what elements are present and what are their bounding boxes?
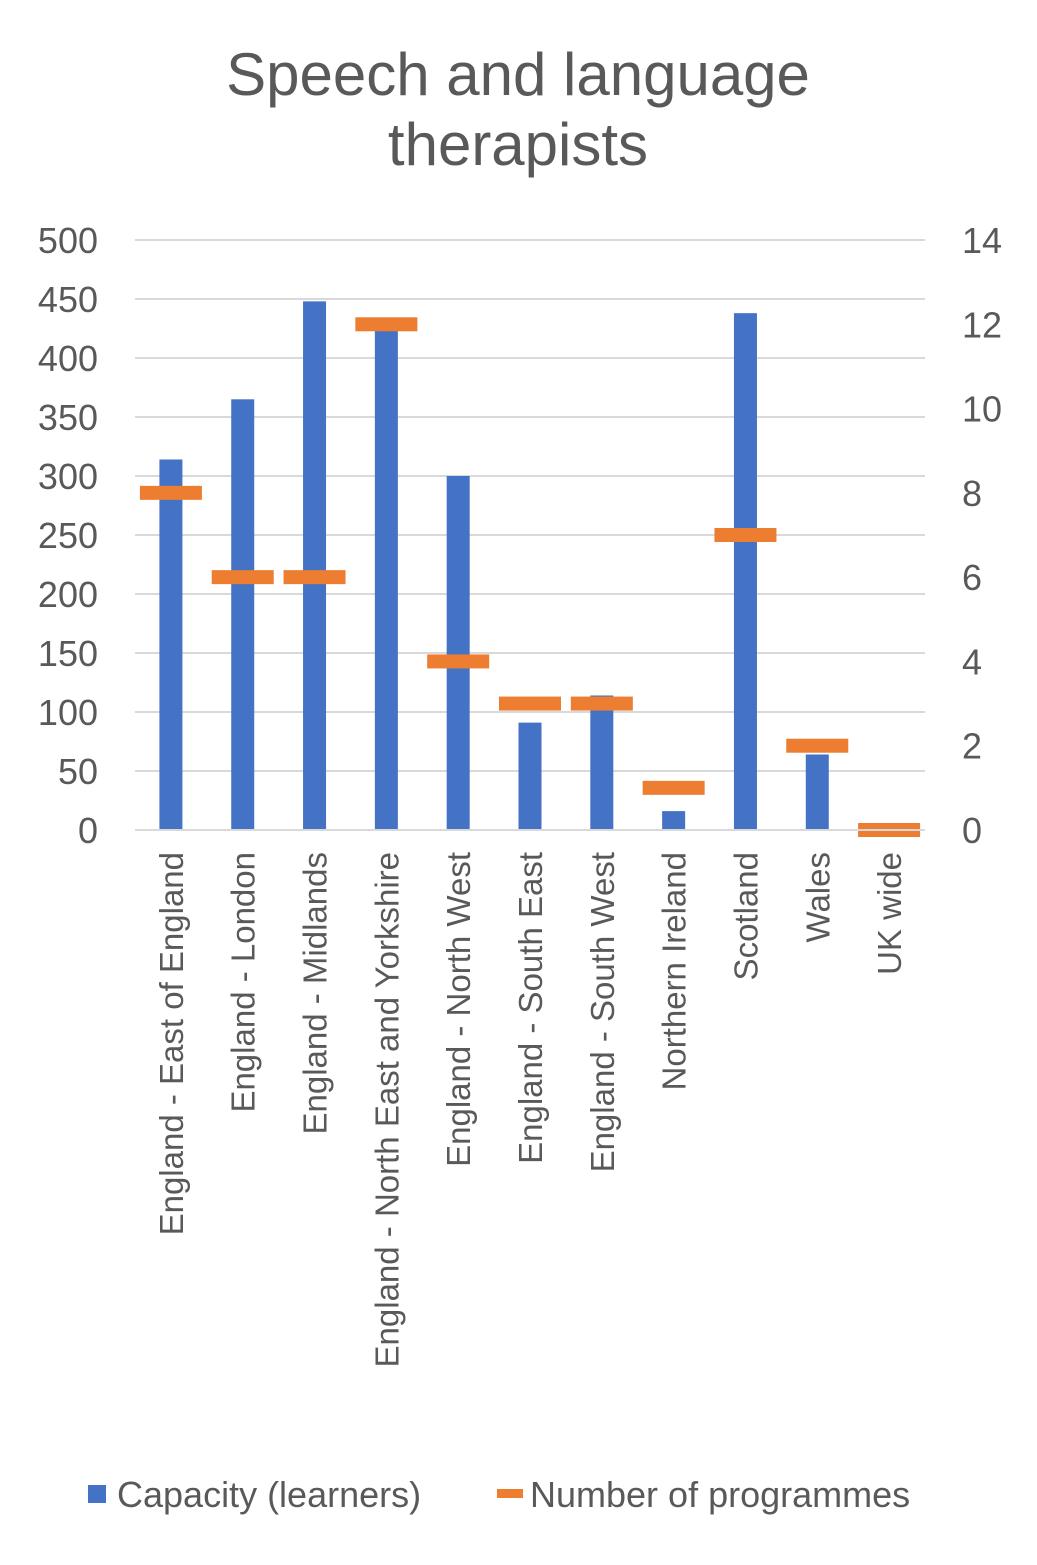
x-category-label: England - South West (584, 852, 621, 1172)
programme-marker-9 (714, 528, 777, 542)
x-category-label: Scotland (727, 852, 764, 980)
y-left-tick-label: 0 (78, 810, 98, 851)
y-right-tick-label: 2 (962, 726, 982, 767)
y-right-tick-label: 12 (962, 304, 1002, 345)
x-category-label: England - North East and Yorkshire (368, 852, 405, 1367)
programme-marker-3 (283, 570, 346, 585)
bar-9 (733, 313, 757, 830)
y-left-tick-label: 450 (38, 279, 98, 320)
y-right-tick-label: 0 (962, 810, 982, 851)
y-left-tick-label: 50 (58, 751, 98, 792)
bar-5 (446, 476, 470, 830)
y-left-tick-label: 100 (38, 692, 98, 733)
programme-marker-7 (570, 696, 633, 711)
x-category-label: UK wide (871, 852, 908, 975)
bar-7 (590, 695, 614, 830)
y-left-tick-label: 250 (38, 515, 98, 556)
y-right-tick-label: 8 (962, 473, 982, 514)
bar-3 (303, 301, 327, 830)
chart-title-line-2: therapists (388, 111, 648, 178)
bar-2 (231, 399, 255, 830)
bar-10 (805, 754, 829, 830)
legend-swatch-capacity (88, 1485, 106, 1503)
programme-marker-6 (499, 696, 561, 711)
bar-8 (662, 811, 686, 830)
x-category-label: England - South East (512, 852, 549, 1164)
legend: Capacity (learners) Number of programmes (88, 1474, 910, 1515)
x-category-label: England - East of England (153, 852, 190, 1235)
legend-label-capacity: Capacity (learners) (117, 1474, 421, 1515)
x-category-label: England - London (225, 852, 262, 1113)
gridlines (135, 239, 925, 831)
y-left-tick-label: 350 (38, 397, 98, 438)
bar-4 (374, 328, 398, 830)
programme-marker-2 (211, 570, 274, 585)
programme-marker-10 (786, 738, 849, 753)
programme-marker-1 (139, 485, 202, 500)
y-left-tick-label: 300 (38, 456, 98, 497)
axes: 0 50 100 150 200 250 300 350 400 450 500 0 2 4 6 8 10 12 1… (38, 220, 1002, 1367)
y-left-tick-label: 500 (38, 220, 98, 261)
y-right-tick-label: 14 (962, 220, 1002, 261)
bar-series (159, 301, 829, 830)
programme-marker-8 (642, 780, 705, 795)
x-category-label: Wales (799, 852, 836, 942)
bar-1 (159, 459, 183, 830)
y-left-tick-label: 150 (38, 633, 98, 674)
y-right-tick-label: 10 (962, 389, 1002, 430)
marker-series (139, 317, 921, 837)
bar-6 (518, 722, 542, 830)
y-right-tick-label: 6 (962, 557, 982, 598)
programme-marker-5 (427, 654, 490, 669)
legend-swatch-programmes (497, 1489, 523, 1498)
x-category-label: England - Midlands (297, 852, 334, 1135)
y-left-tick-label: 200 (38, 574, 98, 615)
x-category-label: Northern Ireland (656, 852, 693, 1090)
x-category-label: England - North West (440, 852, 477, 1167)
chart-title-line-1: Speech and language (226, 41, 810, 108)
legend-label-programmes: Number of programmes (530, 1474, 910, 1515)
y-right-tick-label: 4 (962, 641, 982, 682)
y-left-tick-label: 400 (38, 338, 98, 379)
programme-marker-4 (355, 317, 418, 332)
